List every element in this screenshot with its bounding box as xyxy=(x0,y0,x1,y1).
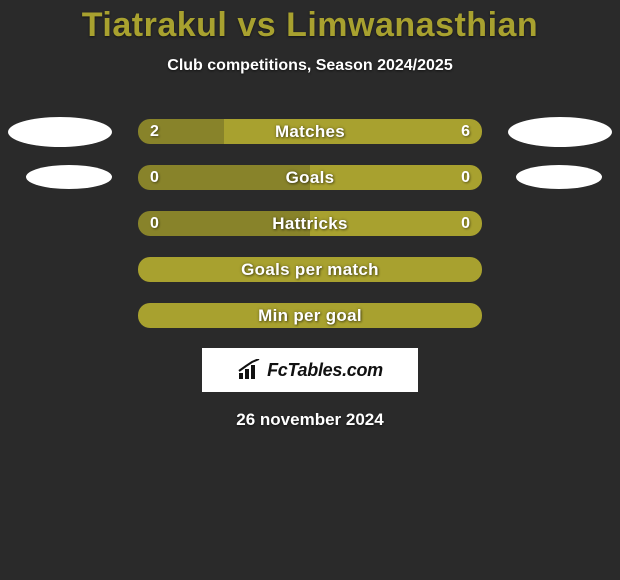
stat-rows: 26Matches 00Goals 00Hattricks Goals per mat… xyxy=(0,119,620,328)
stat-bar: Min per goal xyxy=(138,303,482,328)
stat-bar: Goals per match xyxy=(138,257,482,282)
stat-row: 00Goals xyxy=(0,165,620,190)
stat-label: Goals xyxy=(138,165,482,190)
comparison-infographic: Tiatrakul vs Limwanasthian Club competit… xyxy=(0,0,620,580)
stat-row: Goals per match xyxy=(0,257,620,282)
stat-row: Min per goal xyxy=(0,303,620,328)
logo-text: FcTables.com xyxy=(267,360,383,381)
page-title: Tiatrakul vs Limwanasthian xyxy=(0,0,620,45)
stat-label: Goals per match xyxy=(138,257,482,282)
player-avatar-right xyxy=(508,117,612,147)
date-label: 26 november 2024 xyxy=(0,410,620,430)
stat-row: 00Hattricks xyxy=(0,211,620,236)
player-avatar-left xyxy=(8,117,112,147)
stat-label: Hattricks xyxy=(138,211,482,236)
stat-row: 26Matches xyxy=(0,119,620,144)
logo-icon xyxy=(237,359,263,381)
player-avatar-right xyxy=(516,165,602,189)
stat-label: Matches xyxy=(138,119,482,144)
subtitle: Club competitions, Season 2024/2025 xyxy=(0,57,620,75)
player-avatar-left xyxy=(26,165,112,189)
stat-bar: 00Goals xyxy=(138,165,482,190)
stat-bar: 26Matches xyxy=(138,119,482,144)
stat-bar: 00Hattricks xyxy=(138,211,482,236)
logo-box: FcTables.com xyxy=(202,348,418,392)
stat-label: Min per goal xyxy=(138,303,482,328)
